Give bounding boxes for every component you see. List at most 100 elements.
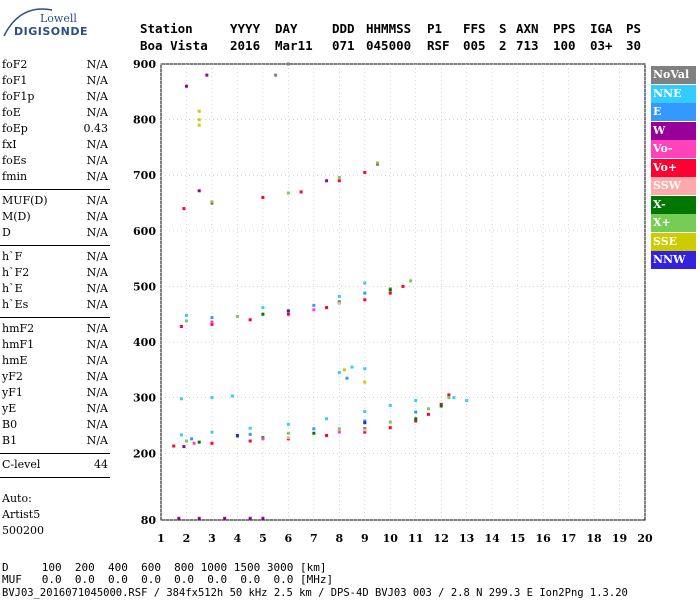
data-point <box>210 396 214 400</box>
data-point <box>345 376 349 380</box>
data-point <box>325 179 329 183</box>
x-tick-label: 6 <box>285 532 293 545</box>
param-label: h`F2 <box>2 266 30 279</box>
data-point <box>210 200 214 204</box>
data-point <box>172 444 176 448</box>
data-point <box>337 175 341 179</box>
x-tick-label: 1 <box>157 532 165 545</box>
header-row1-cell: IGA <box>590 21 613 36</box>
data-point <box>210 430 214 434</box>
data-point <box>465 398 469 402</box>
param-value: N/A <box>86 418 108 431</box>
data-point <box>388 403 392 407</box>
y-tick-label: 400 <box>133 336 156 349</box>
data-point <box>184 319 188 323</box>
param-row: h`F2 N/A <box>2 266 108 282</box>
x-tick-label: 12 <box>434 532 449 545</box>
data-point <box>286 309 290 313</box>
header-row2-cell: Mar11 <box>275 38 313 53</box>
data-point <box>337 430 341 434</box>
data-point <box>363 380 367 384</box>
data-point <box>286 431 290 435</box>
y-tick-label: 80 <box>141 514 157 527</box>
legend-item-x: X+ <box>651 214 696 232</box>
x-tick-label: 5 <box>259 532 267 545</box>
x-tick-label: 3 <box>208 532 216 545</box>
data-point <box>261 195 265 199</box>
data-point <box>409 279 413 283</box>
header-row1-cell: Station <box>140 21 193 36</box>
param-row: yE N/A <box>2 402 108 418</box>
param-separator <box>0 477 110 478</box>
legend-item-vo: Vo- <box>651 140 696 158</box>
header-row2-cell: 005 <box>463 38 486 53</box>
param-row: C-level 44 <box>2 458 108 474</box>
header-row2-cell: 071 <box>332 38 355 53</box>
param-label: D <box>2 226 11 239</box>
x-tick-label: 14 <box>485 532 501 545</box>
data-point <box>363 421 367 425</box>
param-separator <box>0 189 110 190</box>
param-label: h`Es <box>2 298 29 311</box>
param-label: foE <box>2 106 21 119</box>
legend-item-w: W <box>651 121 696 140</box>
param-value: N/A <box>86 226 108 239</box>
param-row: MUF(D) N/A <box>2 194 108 210</box>
header-row2-cell: 03+ <box>590 38 613 53</box>
param-value: N/A <box>86 210 108 223</box>
data-point <box>235 433 239 437</box>
param-value: N/A <box>86 370 108 383</box>
digisonde-logo: Lowell DIGISONDE <box>0 0 87 48</box>
data-point <box>439 402 443 406</box>
param-value: N/A <box>86 58 108 71</box>
header-row1-cell: AXN <box>516 21 539 36</box>
param-row: h`F N/A <box>2 250 108 266</box>
data-point <box>342 368 346 372</box>
param-row: foEp 0.43 <box>2 122 108 138</box>
param-value: N/A <box>86 298 108 311</box>
x-tick-label: 10 <box>383 532 399 545</box>
param-value: N/A <box>86 90 108 103</box>
data-point <box>230 394 234 398</box>
param-value: N/A <box>86 354 108 367</box>
data-point <box>363 367 367 371</box>
param-value: N/A <box>86 386 108 399</box>
data-point <box>210 322 214 326</box>
muf-row: MUF 0.0 0.0 0.0 0.0 0.0 0.0 0.0 0.0 [MHz… <box>2 573 334 586</box>
param-row: M(D) N/A <box>2 210 108 226</box>
data-point <box>363 419 367 423</box>
data-point <box>286 191 290 195</box>
data-point <box>388 291 392 295</box>
param-label: B1 <box>2 434 18 447</box>
data-point <box>447 393 451 397</box>
param-label: foF1 <box>2 74 28 87</box>
param-value: N/A <box>86 322 108 335</box>
legend-item-noval: NoVal <box>651 66 696 84</box>
y-tick-label: 200 <box>133 447 156 460</box>
param-label: hmF1 <box>2 338 35 351</box>
y-tick-label: 300 <box>133 392 156 405</box>
param-label: foEs <box>2 154 27 167</box>
x-tick-label: 8 <box>335 532 343 545</box>
param-label: yF1 <box>2 386 23 399</box>
data-point <box>350 365 354 369</box>
data-point <box>286 62 290 66</box>
y-tick-label: 900 <box>133 58 156 71</box>
param-row: yF2 N/A <box>2 370 108 386</box>
data-point <box>426 407 430 411</box>
data-point <box>325 306 329 310</box>
data-point <box>210 316 214 320</box>
param-label: fxI <box>2 138 17 151</box>
legend-item-nnw: NNW <box>651 251 696 269</box>
data-point <box>261 437 265 441</box>
header-row2-cell: 30 <box>626 38 642 53</box>
data-point <box>452 396 456 400</box>
logo-line1: Lowell <box>40 12 77 25</box>
data-point <box>190 437 194 441</box>
data-point <box>388 420 392 424</box>
header-row2-cell: 2016 <box>230 38 261 53</box>
logo-line2: DIGISONDE <box>14 25 88 38</box>
data-point <box>325 433 329 437</box>
header-row1-cell: FFS <box>463 21 486 36</box>
data-point <box>205 73 209 77</box>
